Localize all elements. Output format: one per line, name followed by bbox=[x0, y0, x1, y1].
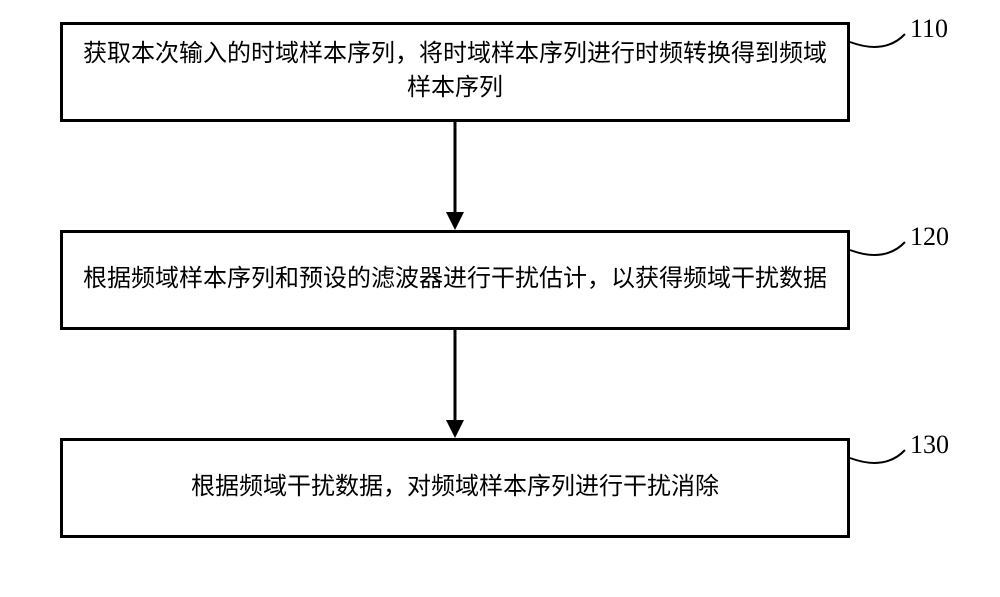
step-120-text: 根据频域样本序列和预设的滤波器进行干扰估计，以获得频域干扰数据 bbox=[83, 263, 827, 297]
step-130-text: 根据频域干扰数据，对频域样本序列进行干扰消除 bbox=[191, 471, 719, 505]
step-120-label: 120 bbox=[910, 222, 949, 252]
arrow-step-110-to-step-120 bbox=[437, 122, 473, 230]
arrow-step-120-to-step-130 bbox=[437, 330, 473, 438]
step-110: 获取本次输入的时域样本序列，将时域样本序列进行时频转换得到频域样本序列 bbox=[60, 22, 850, 122]
step-130-label: 130 bbox=[910, 430, 949, 460]
step-110-label: 110 bbox=[910, 14, 948, 44]
flowchart-canvas: 获取本次输入的时域样本序列，将时域样本序列进行时频转换得到频域样本序列 110 根据… bbox=[0, 0, 1000, 597]
step-110-leader bbox=[845, 29, 910, 60]
step-120: 根据频域样本序列和预设的滤波器进行干扰估计，以获得频域干扰数据 bbox=[60, 230, 850, 330]
step-120-leader bbox=[845, 237, 910, 268]
step-110-text: 获取本次输入的时域样本序列，将时域样本序列进行时频转换得到频域样本序列 bbox=[83, 38, 827, 105]
step-130: 根据频域干扰数据，对频域样本序列进行干扰消除 bbox=[60, 438, 850, 538]
step-130-leader bbox=[845, 445, 910, 476]
